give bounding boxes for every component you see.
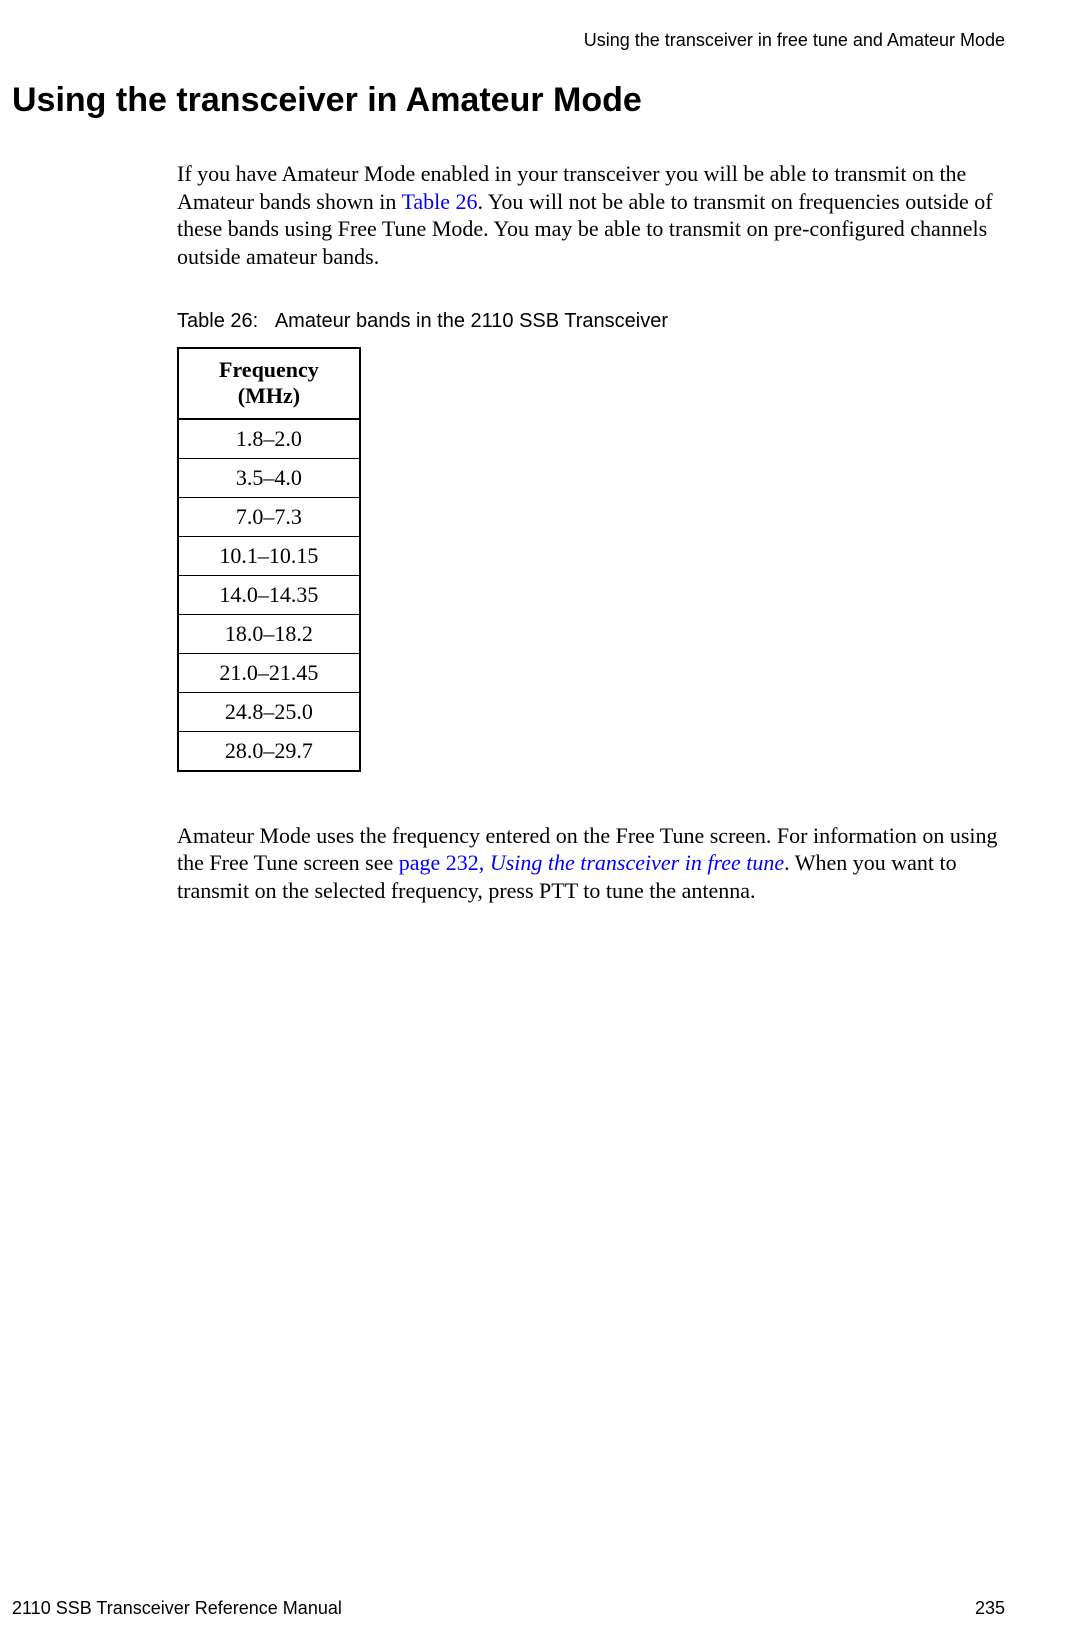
table-cell: 1.8–2.0: [178, 419, 360, 459]
table-header-row: Frequency (MHz): [178, 348, 360, 419]
table-row: 28.0–29.7: [178, 731, 360, 771]
running-header: Using the transceiver in free tune and A…: [12, 30, 1005, 51]
table-row: 10.1–10.15: [178, 536, 360, 575]
table-cell: 10.1–10.15: [178, 536, 360, 575]
table-header-cell: Frequency (MHz): [178, 348, 360, 419]
table-row: 24.8–25.0: [178, 692, 360, 731]
table-header-line2: (MHz): [238, 383, 300, 408]
link-page-232[interactable]: page 232,: [399, 850, 490, 875]
table-cell: 21.0–21.45: [178, 653, 360, 692]
table-row: 14.0–14.35: [178, 575, 360, 614]
paragraph-2: Amateur Mode uses the frequency entered …: [177, 822, 1005, 905]
table-cell: 14.0–14.35: [178, 575, 360, 614]
table-row: 7.0–7.3: [178, 497, 360, 536]
table-row: 18.0–18.2: [178, 614, 360, 653]
table-caption-text: Amateur bands in the 2110 SSB Transceive…: [275, 310, 668, 332]
link-table-26[interactable]: Table 26: [401, 189, 477, 214]
table-cell: 28.0–29.7: [178, 731, 360, 771]
table-row: 1.8–2.0: [178, 419, 360, 459]
table-caption: Table 26: Amateur bands in the 2110 SSB …: [177, 310, 1005, 333]
table-header-line1: Frequency: [219, 357, 319, 382]
footer-page-number: 235: [975, 1598, 1005, 1619]
table-cell: 3.5–4.0: [178, 458, 360, 497]
body-content: If you have Amateur Mode enabled in your…: [177, 160, 1005, 904]
table-cell: 24.8–25.0: [178, 692, 360, 731]
page-footer: 2110 SSB Transceiver Reference Manual 23…: [12, 1598, 1005, 1619]
table-caption-prefix: Table 26:: [177, 310, 258, 332]
link-free-tune-section[interactable]: Using the transceiver in free tune: [490, 850, 784, 875]
table-row: 21.0–21.45: [178, 653, 360, 692]
paragraph-1: If you have Amateur Mode enabled in your…: [177, 160, 1005, 270]
footer-left: 2110 SSB Transceiver Reference Manual: [12, 1598, 342, 1619]
table-cell: 18.0–18.2: [178, 614, 360, 653]
table-cell: 7.0–7.3: [178, 497, 360, 536]
section-title: Using the transceiver in Amateur Mode: [12, 81, 1005, 120]
table-row: 3.5–4.0: [178, 458, 360, 497]
frequency-table: Frequency (MHz) 1.8–2.0 3.5–4.0 7.0–7.3 …: [177, 347, 361, 772]
